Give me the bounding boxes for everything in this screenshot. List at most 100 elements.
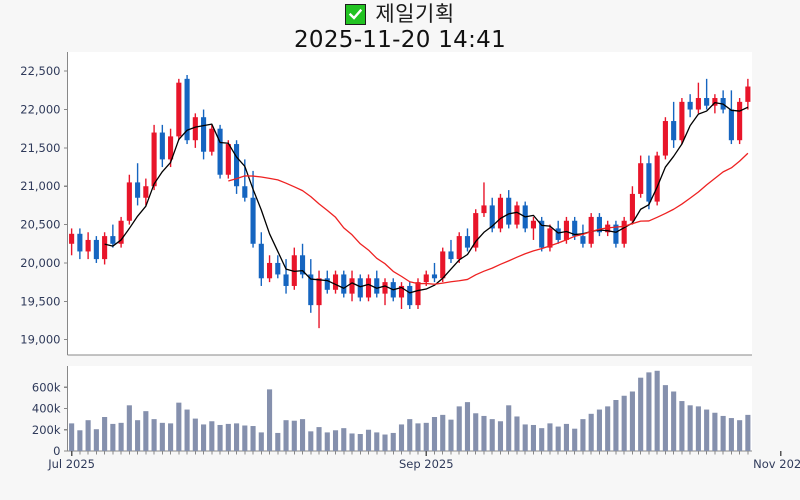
volume-bars	[69, 370, 751, 451]
volume-bar	[159, 422, 165, 451]
volume-bar	[555, 426, 561, 451]
candle-body	[299, 255, 306, 275]
volume-bar	[77, 430, 83, 451]
volume-bar	[431, 417, 438, 451]
candle-body	[407, 285, 413, 306]
volume-bar	[712, 412, 718, 451]
candle-body	[135, 182, 141, 198]
volume-bar	[448, 419, 454, 451]
volume-bar	[522, 424, 528, 451]
volume-bar	[85, 420, 91, 451]
candle-body	[489, 205, 495, 229]
volume-bar	[588, 413, 594, 451]
volume-bar	[291, 420, 297, 451]
candle-body	[102, 236, 108, 260]
volume-bar	[135, 420, 141, 451]
volume-bar	[613, 400, 619, 451]
candle-body	[629, 193, 635, 221]
volume-bar	[143, 411, 149, 451]
candle-body	[440, 251, 446, 279]
candle-body	[580, 236, 586, 244]
candle-body	[151, 132, 157, 187]
volume-bar	[563, 423, 569, 451]
candle-body	[646, 163, 652, 202]
candle-body	[77, 233, 83, 252]
candle-body	[671, 121, 677, 141]
volume-bar	[341, 428, 347, 451]
volume-bar	[242, 425, 248, 451]
candle-body	[93, 239, 99, 260]
volume-bar	[415, 423, 421, 451]
volume-y-tick-label: 0	[53, 444, 60, 458]
volume-bar	[572, 428, 578, 451]
candle-body	[563, 220, 569, 240]
volume-bar	[745, 414, 751, 451]
volume-bar	[93, 429, 99, 451]
volume-bar	[357, 434, 363, 451]
volume-bar	[308, 431, 314, 451]
volume-bar	[638, 377, 644, 451]
page-title: 제일기획	[375, 2, 455, 26]
x-tick-label: Jul 2025	[47, 457, 95, 471]
volume-bar	[126, 405, 132, 451]
volume-bar	[704, 409, 710, 451]
candle-body	[473, 213, 479, 248]
candle-body	[638, 163, 644, 194]
volume-bar	[423, 422, 429, 451]
candle-body	[712, 98, 718, 106]
x-tick-label: Nov 2025	[753, 457, 800, 471]
volume-bar	[489, 419, 495, 451]
volume-bar	[69, 423, 75, 451]
candle-body	[555, 228, 561, 240]
candle-body	[217, 128, 223, 175]
candle-body	[332, 274, 339, 290]
volume-bar	[547, 423, 553, 451]
volume-bar	[687, 405, 693, 451]
candle-body	[398, 285, 405, 298]
volume-bar	[332, 430, 339, 451]
volume-bar	[654, 370, 660, 451]
volume-bar	[737, 420, 743, 451]
volume-bar	[539, 428, 545, 451]
candle-body	[209, 128, 215, 152]
volume-bar	[621, 395, 627, 451]
candle-body	[547, 228, 553, 248]
volume-bar	[720, 415, 726, 451]
volume-bar	[258, 432, 264, 451]
volume-bar	[464, 402, 471, 451]
candle-body	[679, 101, 685, 141]
volume-bar	[497, 421, 504, 451]
candle-body	[481, 205, 487, 214]
candle-body	[168, 136, 174, 160]
price-y-tick-label: 20,500	[20, 218, 60, 232]
candle-body	[728, 109, 734, 141]
candle-body	[349, 278, 355, 294]
candle-body	[291, 255, 297, 286]
green-check-icon	[345, 4, 367, 25]
volume-bar	[407, 419, 413, 451]
price-y-tick-label: 22,000	[20, 103, 60, 117]
volume-bar	[530, 424, 537, 451]
volume-y-tick-label: 400k	[32, 402, 61, 416]
volume-bar	[382, 434, 388, 451]
candle-body	[506, 197, 512, 225]
volume-bar	[728, 418, 734, 451]
candle-body	[308, 274, 314, 306]
candle-body	[374, 278, 380, 294]
ma-long-line	[228, 152, 749, 285]
candle-body	[588, 216, 594, 244]
volume-bar	[580, 419, 586, 451]
candle-body	[539, 220, 545, 248]
volume-bar	[250, 426, 256, 451]
volume-bar	[217, 424, 223, 451]
candle-body	[316, 278, 322, 306]
candle-body	[266, 262, 273, 279]
volume-bar	[192, 418, 198, 451]
volume-bar	[102, 417, 108, 451]
price-y-tick-label: 21,500	[20, 141, 60, 155]
candle-body	[110, 236, 116, 244]
candle-body	[192, 117, 198, 141]
candle-body	[662, 121, 668, 156]
